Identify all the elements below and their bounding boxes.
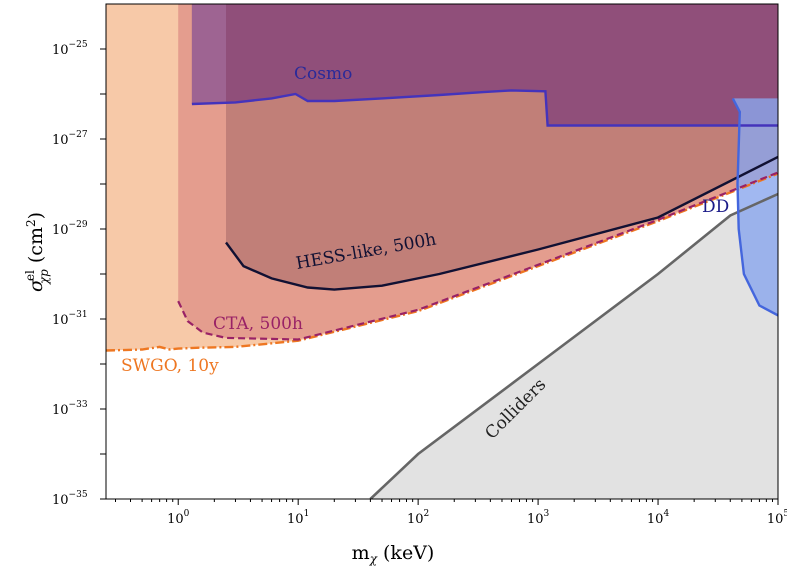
x-tick-label: 101 [287, 509, 309, 527]
label-dd: DD [702, 197, 729, 217]
x-axis-title: mχ (keV) [352, 542, 435, 566]
hess-line [225, 155, 778, 291]
y-tick-label: 10−33 [52, 400, 88, 418]
x-tick-label: 104 [647, 509, 670, 527]
label-swgo: SWGO, 10y [121, 356, 219, 376]
cosmo-line [191, 89, 778, 127]
y-tick-label: 10−27 [52, 130, 88, 148]
y-tick-label: 10−25 [52, 40, 88, 58]
dd-region [732, 98, 778, 316]
y-tick-label: 10−31 [52, 310, 88, 328]
cosmo-region [191, 4, 778, 126]
label-cosmo: Cosmo [294, 64, 352, 84]
plot-frame [105, 3, 779, 500]
x-tick-label: 103 [527, 509, 550, 527]
y-tick-label: 10−29 [52, 220, 88, 238]
x-tick-label: 105 [767, 509, 787, 527]
y-axis-title: σelχp (cm2) [23, 212, 51, 292]
colliders-region [370, 194, 778, 499]
y-tick-label: 10−35 [52, 490, 88, 508]
x-tick-label: 100 [167, 509, 190, 527]
cosmo-left-band [191, 4, 226, 104]
tick-labels: 100 101 102 103 104 105 10−25 10−27 10−29 10−31 10… [52, 40, 787, 527]
label-cta: CTA, 500h [213, 314, 303, 334]
x-tick-label: 102 [407, 509, 429, 527]
ticks [100, 48, 779, 505]
dd-line [731, 97, 778, 317]
cta-line [177, 171, 778, 341]
swgo-line [106, 172, 778, 352]
